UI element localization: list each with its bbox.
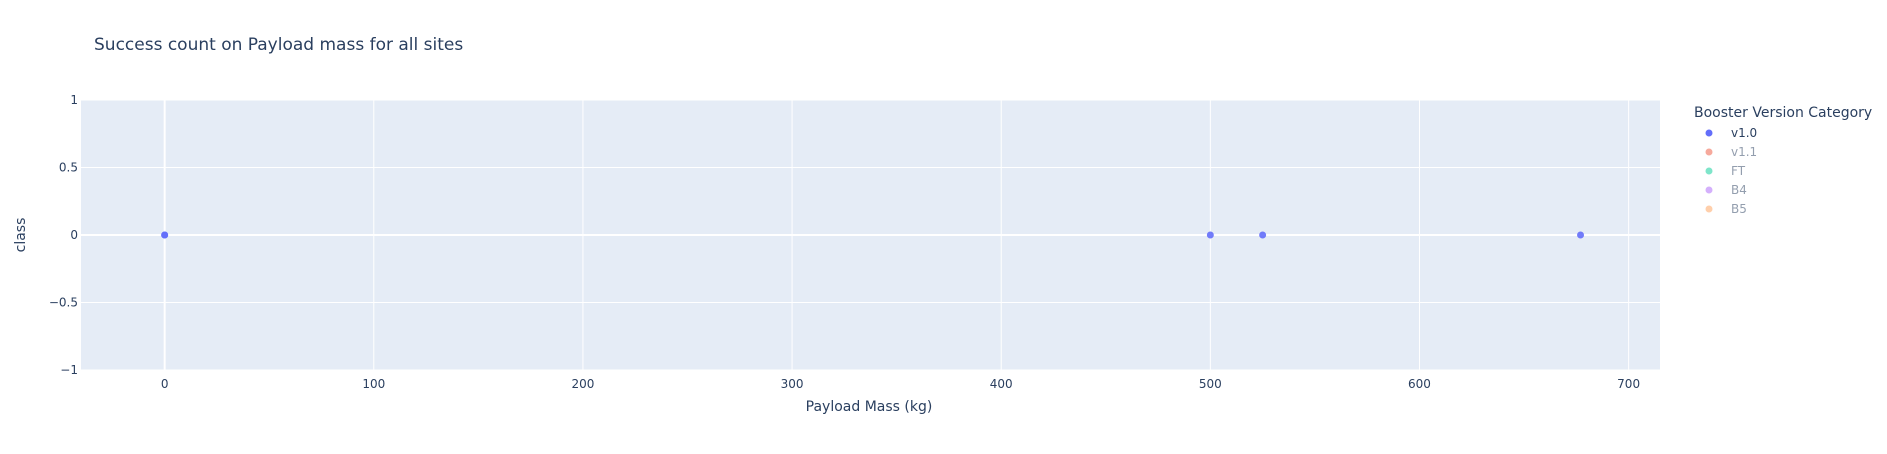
- x-axis-title: Payload Mass (kg): [806, 399, 933, 415]
- y-axis-ticks: 1 0.5 0 −0.5 −1: [49, 93, 78, 377]
- legend-title: Booster Version Category: [1694, 105, 1872, 121]
- legend-item-b5[interactable]: B5: [1705, 202, 1747, 216]
- y-tick-label: −1: [60, 363, 78, 377]
- data-point[interactable]: [1206, 231, 1214, 239]
- data-points: [161, 231, 1585, 239]
- x-tick-label: 600: [1408, 377, 1431, 391]
- legend-item-v1-0[interactable]: v1.0: [1705, 126, 1758, 140]
- x-tick-label: 500: [1199, 377, 1222, 391]
- legend-marker: [1705, 205, 1713, 213]
- y-tick-label: 0: [70, 228, 78, 242]
- grid-lines: [81, 99, 1660, 371]
- x-tick-label: 400: [990, 377, 1013, 391]
- legend-marker: [1705, 186, 1713, 194]
- x-tick-label: 100: [362, 377, 385, 391]
- y-tick-label: 0.5: [59, 161, 78, 175]
- data-point[interactable]: [1259, 231, 1267, 239]
- data-point[interactable]: [1577, 231, 1585, 239]
- x-tick-label: 0: [161, 377, 169, 391]
- legend-label: v1.1: [1731, 145, 1757, 159]
- y-axis-title: class: [13, 218, 29, 253]
- x-tick-label: 300: [781, 377, 804, 391]
- legend-item-ft[interactable]: FT: [1705, 164, 1746, 178]
- legend-marker: [1705, 148, 1713, 156]
- legend-marker: [1705, 129, 1713, 137]
- x-tick-label: 200: [571, 377, 594, 391]
- data-point[interactable]: [161, 231, 169, 239]
- y-tick-label: 1: [70, 93, 78, 107]
- chart-title: Success count on Payload mass for all si…: [94, 35, 463, 55]
- legend: Booster Version Category v1.0 v1.1 FT B4 B5: [1694, 105, 1872, 216]
- legend-label: B4: [1731, 183, 1747, 197]
- legend-marker: [1705, 167, 1713, 175]
- x-tick-label: 700: [1617, 377, 1640, 391]
- y-tick-label: −0.5: [49, 296, 78, 310]
- legend-item-b4[interactable]: B4: [1705, 183, 1747, 197]
- legend-label: FT: [1731, 164, 1746, 178]
- legend-label: B5: [1731, 202, 1747, 216]
- legend-label: v1.0: [1731, 126, 1757, 140]
- x-axis-ticks: 0 100 200 300 400 500 600 700: [161, 377, 1640, 391]
- legend-item-v1-1[interactable]: v1.1: [1705, 145, 1758, 159]
